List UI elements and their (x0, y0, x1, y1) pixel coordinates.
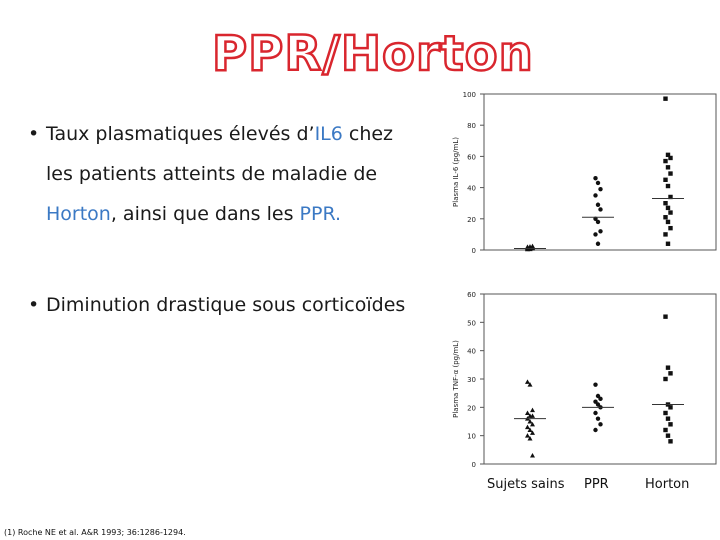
data-point-circle (593, 176, 598, 181)
data-point-square (668, 405, 673, 410)
data-point-circle (595, 416, 601, 421)
data-point-square (663, 96, 668, 101)
bullet-dot: • (28, 123, 40, 145)
data-point-square (663, 177, 668, 182)
plot-frame (483, 93, 717, 251)
x-label-ppr: PPR (584, 477, 609, 492)
data-point-triangle (530, 453, 535, 458)
data-point-square (663, 410, 668, 416)
y-tick-label: 40 (467, 348, 476, 356)
x-label-horton: Horton (645, 477, 690, 492)
y-tick-label: 80 (467, 122, 476, 130)
data-point-square (663, 201, 668, 206)
bullet-il6-line1: Taux plasmatiques élevés d’IL6 chez (46, 123, 393, 146)
data-point-square (663, 427, 668, 433)
data-point-circle (595, 202, 601, 207)
y-tick-label: 50 (467, 319, 476, 327)
data-point-circle (593, 382, 598, 387)
data-point-square (668, 194, 673, 200)
data-point-circle (598, 207, 603, 212)
data-point-triangle (527, 419, 533, 424)
data-point-square (663, 215, 668, 220)
y-tick-label: 0 (472, 247, 476, 255)
text-segment: , ainsi que dans les (110, 203, 300, 225)
data-point-square (665, 205, 671, 211)
data-point-square (668, 422, 673, 427)
slide-title: PPR/Horton (211, 26, 534, 82)
data-point-square (665, 152, 671, 158)
data-point-triangle (527, 382, 533, 387)
y-tick-label: 60 (467, 291, 476, 299)
y-tick-label: 10 (467, 433, 476, 441)
data-point-square (663, 314, 668, 319)
highlight-horton: Horton (46, 203, 111, 225)
scatter-figure: 0 20 40 60 80 100 Plasma IL-6 (pg/mL) 0 10 20 30 40… (452, 91, 717, 469)
data-point-triangle (525, 379, 530, 384)
x-label-sujets-sains: Sujets sains (487, 477, 565, 492)
highlight-ppr: PPR (299, 203, 335, 225)
data-point-circle (593, 399, 598, 404)
data-point-square (668, 155, 673, 161)
data-point-triangle (525, 424, 530, 430)
bullet-il6-line2: les patients atteints de maladie de (46, 163, 378, 185)
data-point-circle (593, 232, 598, 237)
data-point-square (665, 365, 671, 370)
data-point-square (665, 183, 671, 189)
data-point-square (668, 210, 673, 215)
data-point-circle (598, 186, 603, 192)
data-point-triangle (525, 410, 530, 415)
y-tick-label: 20 (467, 404, 476, 412)
data-point-circle (593, 193, 598, 198)
y-tick-label: 20 (467, 216, 476, 224)
data-point-square (665, 416, 671, 421)
y-tick-label: 40 (467, 185, 476, 193)
text-segment: Taux plasmatiques élevés d’ (46, 123, 315, 145)
plot-frame (483, 293, 717, 465)
data-point-square (668, 171, 673, 176)
text-segment: chez (342, 123, 394, 145)
data-point-triangle (527, 427, 533, 432)
bullet-il6-line3: Horton, ainsi que dans les PPR. (46, 203, 341, 226)
data-point-circle (595, 402, 601, 407)
y-tick-label: 0 (472, 461, 476, 469)
data-point-square (663, 158, 668, 164)
data-point-square (663, 376, 668, 382)
y-tick-label: 100 (463, 91, 476, 99)
bullet-dot: • (28, 294, 40, 316)
highlight-il6: IL6 (314, 123, 343, 145)
data-point-square (663, 232, 668, 237)
data-point-circle (598, 229, 603, 234)
data-point-square (668, 439, 673, 444)
y-tick-label: 60 (467, 153, 476, 161)
data-point-circle (595, 180, 601, 186)
data-point-square (665, 165, 671, 170)
data-point-circle (593, 427, 598, 433)
data-point-square (665, 433, 671, 438)
y-axis-label: Plasma TNF-α (pg/mL) (452, 340, 460, 418)
data-point-circle (595, 393, 601, 399)
y-axis-label: Plasma IL-6 (pg/mL) (452, 137, 460, 207)
data-point-triangle (530, 413, 535, 418)
data-point-square (668, 371, 673, 376)
data-point-triangle (530, 407, 535, 413)
data-point-triangle (530, 430, 535, 435)
data-point-square (665, 219, 671, 225)
data-point-triangle (525, 433, 530, 438)
data-point-circle (595, 219, 601, 225)
data-point-square (665, 241, 671, 246)
data-point-circle (598, 422, 603, 427)
text-segment: . (334, 203, 342, 225)
data-point-triangle (530, 421, 535, 427)
footnote: (1) Roche NE et al. A&R 1993; 36:1286-12… (4, 528, 186, 537)
data-point-circle (593, 410, 598, 416)
data-point-square (668, 225, 673, 231)
y-tick-label: 30 (467, 376, 476, 384)
bullet-corticoides-text: Diminution drastique sous corticoïdes (46, 294, 406, 316)
data-point-circle (595, 241, 601, 246)
data-point-circle (598, 396, 603, 402)
data-point-triangle (527, 436, 533, 441)
